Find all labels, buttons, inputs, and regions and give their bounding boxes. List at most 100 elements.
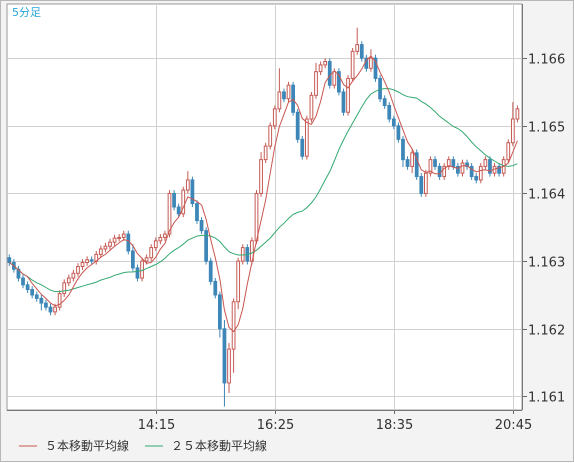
candle	[350, 47, 355, 82]
candle-body-up	[121, 233, 126, 238]
candle	[85, 256, 89, 266]
candle-body-up	[286, 84, 291, 100]
candle	[272, 105, 277, 130]
candle-body-down	[387, 105, 392, 120]
candle	[373, 54, 378, 82]
candle	[346, 75, 350, 116]
candle	[433, 156, 437, 170]
candle	[62, 279, 67, 297]
candle	[199, 217, 204, 235]
candle-body-down	[16, 268, 21, 279]
candle-body-up	[167, 192, 172, 235]
candle-body-down	[172, 192, 176, 208]
candle-body-up	[227, 348, 231, 384]
candle-body-up	[332, 71, 337, 86]
x-tick-label: 16:25	[257, 418, 294, 433]
legend-label: ５本移動平均線	[45, 438, 129, 453]
candle	[44, 299, 48, 311]
interval-label: 5分足	[12, 6, 41, 19]
candle-body-up	[149, 247, 154, 259]
candle	[483, 156, 488, 170]
legend-item-ma25: ２５本移動平均線	[145, 438, 267, 453]
candle-body-down	[359, 44, 364, 59]
candle-body-down	[405, 159, 410, 167]
candle-body-up	[515, 108, 520, 120]
candle-body-up	[66, 277, 71, 284]
candle	[158, 234, 163, 245]
candle-body-down	[291, 84, 295, 113]
candle-body-up	[80, 261, 85, 268]
candle-body-down	[131, 250, 135, 269]
candle	[460, 159, 465, 177]
candle-body-up	[510, 118, 515, 144]
candle-body-down	[208, 260, 213, 282]
candle	[442, 163, 447, 180]
candle-body-up	[272, 108, 277, 127]
candle-body-up	[259, 159, 263, 194]
candle	[488, 156, 492, 177]
candle-body-up	[446, 159, 451, 167]
legend: ５本移動平均線 ２５本移動平均線	[19, 438, 267, 453]
candle	[401, 135, 405, 168]
candle	[153, 237, 158, 251]
candle	[282, 88, 286, 103]
candle-body-up	[76, 266, 80, 274]
candle	[291, 81, 295, 116]
candle	[359, 41, 364, 62]
legend-item-ma5: ５本移動平均線	[19, 438, 129, 453]
candle-body-down	[25, 284, 30, 291]
candle-body-down	[295, 111, 300, 140]
candle	[80, 259, 85, 270]
candle-body-up	[304, 118, 309, 157]
candle	[195, 200, 199, 224]
candle-body-up	[163, 233, 167, 238]
x-tick-label: 20:45	[495, 418, 532, 433]
candle-body-up	[254, 192, 259, 242]
candle	[57, 290, 62, 311]
candle	[71, 269, 76, 282]
candle-body-down	[391, 118, 396, 127]
candle-body-up	[442, 165, 447, 178]
candle	[286, 81, 291, 103]
candle-body-up	[309, 94, 314, 120]
candle-body-down	[195, 203, 199, 222]
candle	[98, 245, 103, 258]
candle	[327, 58, 332, 89]
candle	[208, 257, 213, 285]
candle-body-up	[158, 236, 163, 242]
y-tick-label: 1.166	[528, 53, 565, 68]
candle	[337, 68, 341, 96]
candle	[314, 62, 318, 99]
candle-body-up	[62, 282, 67, 295]
candle-body-down	[488, 159, 492, 174]
candle-body-down	[7, 257, 12, 263]
candle	[7, 254, 12, 266]
candle-body-down	[465, 162, 469, 167]
candle-body-up	[277, 91, 282, 110]
candle-body-down	[135, 267, 140, 279]
candle	[167, 190, 172, 238]
candle	[176, 203, 181, 218]
grid-lines	[7, 4, 522, 410]
candle	[231, 298, 236, 373]
y-tick-label: 1.162	[528, 324, 565, 339]
candle	[204, 227, 209, 265]
candle	[103, 242, 108, 253]
candle-body-up	[53, 306, 57, 313]
candle-body-up	[185, 179, 190, 191]
candle-body-up	[108, 241, 112, 247]
candle-body-up	[355, 44, 360, 52]
candle	[304, 115, 309, 160]
candle	[387, 102, 392, 123]
candle-body-up	[423, 172, 428, 194]
candle-body-down	[199, 220, 204, 232]
y-tick-label: 1.165	[528, 121, 565, 136]
candle	[478, 163, 483, 184]
candle	[369, 49, 373, 72]
candle-body-down	[48, 306, 53, 313]
candle-body-up	[181, 189, 186, 215]
candle	[268, 122, 273, 150]
candle	[259, 152, 263, 197]
